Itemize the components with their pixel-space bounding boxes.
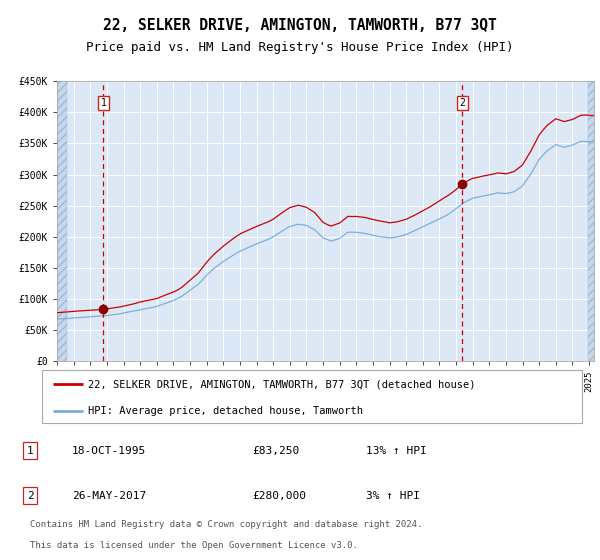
- Text: 13% ↑ HPI: 13% ↑ HPI: [366, 446, 427, 456]
- Text: 1: 1: [26, 446, 34, 456]
- FancyBboxPatch shape: [42, 370, 582, 423]
- Text: 26-MAY-2017: 26-MAY-2017: [72, 491, 146, 501]
- Text: 2: 2: [26, 491, 34, 501]
- Text: 22, SELKER DRIVE, AMINGTON, TAMWORTH, B77 3QT (detached house): 22, SELKER DRIVE, AMINGTON, TAMWORTH, B7…: [88, 380, 475, 390]
- Text: 3% ↑ HPI: 3% ↑ HPI: [366, 491, 420, 501]
- Text: 18-OCT-1995: 18-OCT-1995: [72, 446, 146, 456]
- Text: HPI: Average price, detached house, Tamworth: HPI: Average price, detached house, Tamw…: [88, 406, 363, 416]
- Text: £83,250: £83,250: [252, 446, 299, 456]
- Text: This data is licensed under the Open Government Licence v3.0.: This data is licensed under the Open Gov…: [30, 541, 358, 550]
- Text: £280,000: £280,000: [252, 491, 306, 501]
- Text: Contains HM Land Registry data © Crown copyright and database right 2024.: Contains HM Land Registry data © Crown c…: [30, 520, 422, 529]
- Text: Price paid vs. HM Land Registry's House Price Index (HPI): Price paid vs. HM Land Registry's House …: [86, 41, 514, 54]
- Text: 2: 2: [459, 98, 465, 108]
- Text: 22, SELKER DRIVE, AMINGTON, TAMWORTH, B77 3QT: 22, SELKER DRIVE, AMINGTON, TAMWORTH, B7…: [103, 18, 497, 32]
- Text: 1: 1: [100, 98, 106, 108]
